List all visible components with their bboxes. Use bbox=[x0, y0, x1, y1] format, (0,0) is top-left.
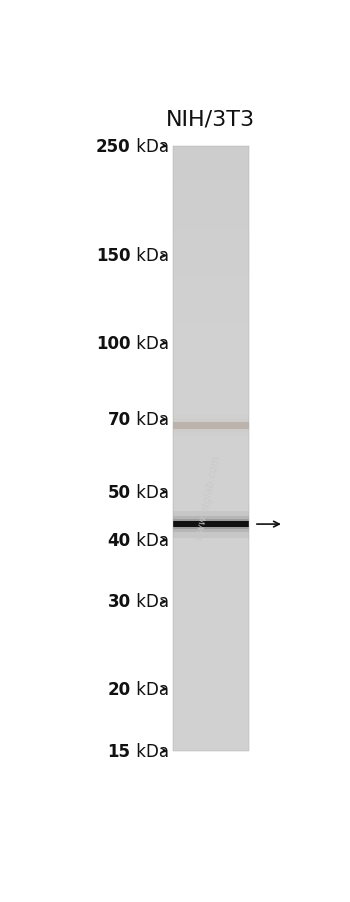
Text: 70: 70 bbox=[107, 410, 131, 428]
Text: 15: 15 bbox=[107, 741, 131, 759]
Text: kDa: kDa bbox=[131, 247, 169, 265]
Text: kDa: kDa bbox=[131, 593, 169, 611]
Bar bbox=[173, 522, 248, 527]
Bar bbox=[173, 511, 248, 538]
Bar bbox=[173, 423, 248, 429]
Text: 100: 100 bbox=[96, 335, 131, 352]
Text: 40: 40 bbox=[107, 531, 131, 549]
Bar bbox=[173, 146, 248, 750]
Bar bbox=[173, 423, 248, 429]
Text: 50: 50 bbox=[107, 483, 131, 502]
Text: 30: 30 bbox=[107, 593, 131, 611]
Text: 150: 150 bbox=[96, 247, 131, 265]
Text: kDa: kDa bbox=[131, 531, 169, 549]
Text: kDa: kDa bbox=[131, 410, 169, 428]
Text: 20: 20 bbox=[107, 680, 131, 698]
Text: 250: 250 bbox=[96, 137, 131, 155]
Text: kDa: kDa bbox=[131, 483, 169, 502]
Text: www.ptglab.com: www.ptglab.com bbox=[193, 454, 221, 540]
Bar bbox=[173, 416, 248, 437]
Text: kDa: kDa bbox=[131, 741, 169, 759]
Text: NIH/3T3: NIH/3T3 bbox=[166, 109, 255, 129]
Bar bbox=[173, 419, 248, 433]
Bar bbox=[173, 520, 248, 529]
Text: kDa: kDa bbox=[131, 680, 169, 698]
Text: kDa: kDa bbox=[131, 335, 169, 352]
Bar bbox=[173, 517, 248, 532]
Text: kDa: kDa bbox=[131, 137, 169, 155]
